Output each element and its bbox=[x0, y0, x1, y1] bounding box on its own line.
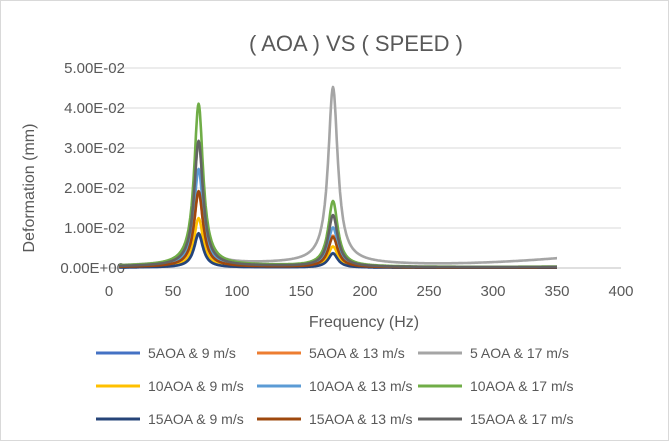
legend-label: 10AOA & 9 m/s bbox=[148, 378, 244, 394]
y-tick-label: 2.00E-02 bbox=[64, 180, 125, 197]
y-tick-label: 0.00E+00 bbox=[60, 260, 125, 277]
x-tick-label: 150 bbox=[288, 283, 313, 300]
x-axis-title: Frequency (Hz) bbox=[309, 314, 419, 331]
legend-label: 15AOA & 13 m/s bbox=[309, 411, 413, 427]
legend-label: 15AOA & 9 m/s bbox=[148, 411, 244, 427]
legend-label: 5AOA & 13 m/s bbox=[309, 345, 405, 361]
legend: 5AOA & 9 m/s 5AOA & 13 m/s 5 AOA & 17 m/s 1… bbox=[96, 345, 574, 427]
legend-label: 5AOA & 9 m/s bbox=[148, 345, 236, 361]
x-tick-label: 300 bbox=[480, 283, 505, 300]
x-tick-label: 0 bbox=[105, 283, 113, 300]
legend-label: 10AOA & 17 m/s bbox=[470, 378, 574, 394]
y-axis-ticks: 0.00E+00 1.00E-02 2.00E-02 3.00E-02 4.00E-02… bbox=[60, 60, 125, 277]
series-lines bbox=[118, 85, 558, 270]
y-tick-label: 5.00E-02 bbox=[64, 60, 125, 77]
y-tick-label: 4.00E-02 bbox=[64, 100, 125, 117]
y-tick-label: 3.00E-02 bbox=[64, 140, 125, 157]
chart-title: ( AOA ) VS ( SPEED ) bbox=[249, 31, 463, 56]
x-tick-label: 400 bbox=[608, 283, 633, 300]
legend-label: 10AOA & 13 m/s bbox=[309, 378, 413, 394]
x-tick-label: 200 bbox=[352, 283, 377, 300]
series-line bbox=[118, 139, 558, 269]
x-tick-label: 350 bbox=[544, 283, 569, 300]
x-tick-label: 250 bbox=[416, 283, 441, 300]
legend-label: 5 AOA & 17 m/s bbox=[470, 345, 569, 361]
y-tick-label: 1.00E-02 bbox=[64, 220, 125, 237]
x-tick-label: 100 bbox=[224, 283, 249, 300]
y-axis-title: Deformation (mm) bbox=[21, 124, 38, 253]
x-tick-label: 50 bbox=[165, 283, 182, 300]
x-axis-ticks: 0 50 100 150 200 250 300 350 400 bbox=[105, 283, 634, 300]
legend-label: 15AOA & 17 m/s bbox=[470, 411, 574, 427]
